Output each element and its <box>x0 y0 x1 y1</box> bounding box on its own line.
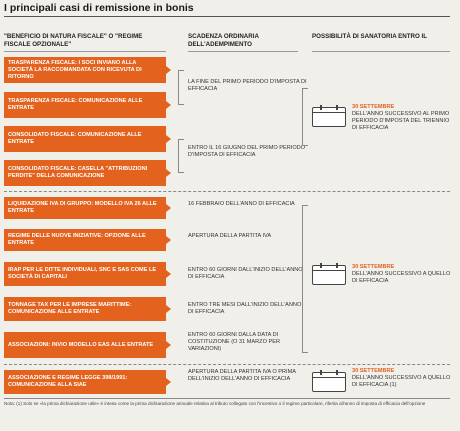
calendar-icon <box>312 263 346 285</box>
sanatoria-date: 30 SETTEMBRE <box>352 264 395 270</box>
arrow-icon <box>166 66 171 74</box>
arrow-icon <box>166 270 171 278</box>
scadenza-text: LA FINE DEL PRIMO PERIODO D'IMPOSTA DI E… <box>188 79 307 92</box>
group-brace <box>178 139 184 173</box>
scadenza-text: ENTRO 60 GIORNI DALL'INIZIO DELL'ANNO DI… <box>188 267 303 280</box>
scadenza-text: ENTRO IL 16 GIUGNO DEL PRIMO PERIODO D'I… <box>188 145 306 158</box>
header-divider <box>188 51 298 52</box>
sanatoria-detail: DELL'ANNO SUCCESSIVO AL PRIMO PERIODO D'… <box>352 111 450 131</box>
section-divider <box>4 364 450 365</box>
beneficio-box: LIQUIDAZIONE IVA DI GRUPPO: MODELLO IVA … <box>4 197 166 219</box>
beneficio-box: TONNAGE TAX PER LE IMPRESE MARITTIME: CO… <box>4 297 166 321</box>
beneficio-box: REGIME DELLE NUOVE INIZIATIVE: OPZIONE A… <box>4 229 166 251</box>
calendar-icon <box>312 105 346 127</box>
arrow-icon <box>166 101 171 109</box>
scadenza-text: 16 FEBBRAIO DELL'ANNO DI EFFICACIA <box>188 201 295 207</box>
section-divider <box>4 191 450 192</box>
calendar-icon <box>312 370 346 392</box>
scadenza-text: APERTURA DELLA PARTITA IVA O PRIMA DELL'… <box>188 369 296 382</box>
page-title: I principali casi di remissione in bonis <box>4 2 194 14</box>
note-divider <box>4 398 450 399</box>
scadenza-text: ENTRO 60 GIORNI DALLA DATA DI COSTITUZIO… <box>188 332 280 352</box>
beneficio-box: IRAP PER LE DITTE INDIVIDUALI, SNC E SAS… <box>4 262 166 286</box>
title-divider <box>4 16 450 17</box>
sanatoria-text: 30 SETTEMBRE DELL'ANNO SUCCESSIVO A QUEL… <box>352 264 452 285</box>
group-brace <box>302 88 308 146</box>
group-brace <box>302 205 308 353</box>
header-scadenza: SCADENZA ORDINARIA DELL'ADEMPIMENTO <box>188 33 259 48</box>
beneficio-box: ASSOCIAZIONE E REGIME LEGGE 398/1991: CO… <box>4 370 166 394</box>
beneficio-box: TRASPARENZA FISCALE: I SOCI INVIANO ALLA… <box>4 57 166 83</box>
footnote: Nota: (1) Solo se «la prima dichiarazion… <box>4 401 426 406</box>
arrow-icon <box>166 204 171 212</box>
scadenza-text: APERTURA DELLA PARTITA IVA <box>188 233 272 239</box>
arrow-icon <box>166 341 171 349</box>
sanatoria-date: 30 SETTEMBRE <box>352 368 395 374</box>
scadenza-text: ENTRO TRE MESI DALL'INIZIO DELL'ANNO DI … <box>188 302 302 315</box>
arrow-icon <box>166 236 171 244</box>
sanatoria-date: 30 SETTEMBRE <box>352 104 395 110</box>
beneficio-box: TRASPARENZA FISCALE: COMUNICAZIONE ALLE … <box>4 92 166 118</box>
sanatoria-text: 30 SETTEMBRE DELL'ANNO SUCCESSIVO AL PRI… <box>352 104 452 132</box>
beneficio-box: CONSOLIDATO FISCALE: COMUNICAZIONE ALLE … <box>4 126 166 152</box>
arrow-icon <box>166 169 171 177</box>
group-brace <box>178 70 184 105</box>
sanatoria-detail: DELL'ANNO SUCCESSIVO A QUELLO DI EFFICAC… <box>352 271 451 284</box>
arrow-icon <box>166 305 171 313</box>
header-sanatoria: POSSIBILITÀ DI SANATORIA ENTRO IL <box>312 33 428 40</box>
header-divider <box>4 51 166 52</box>
beneficio-box: ASSOCIAZIONI: INVIO MODELLO EAS ALLE ENT… <box>4 332 166 358</box>
arrow-icon <box>166 378 171 386</box>
sanatoria-detail: DELL'ANNO SUCCESSIVO A QUELLO DI EFFICAC… <box>352 375 451 388</box>
beneficio-box: CONSOLIDATO FISCALE: CASELLA "ATTRIBUZIO… <box>4 160 166 186</box>
header-divider <box>312 51 450 52</box>
sanatoria-text: 30 SETTEMBRE DELL'ANNO SUCCESSIVO A QUEL… <box>352 368 452 389</box>
arrow-icon <box>166 135 171 143</box>
header-beneficio: "BENEFICIO DI NATURA FISCALE" O "REGIME … <box>4 33 143 48</box>
